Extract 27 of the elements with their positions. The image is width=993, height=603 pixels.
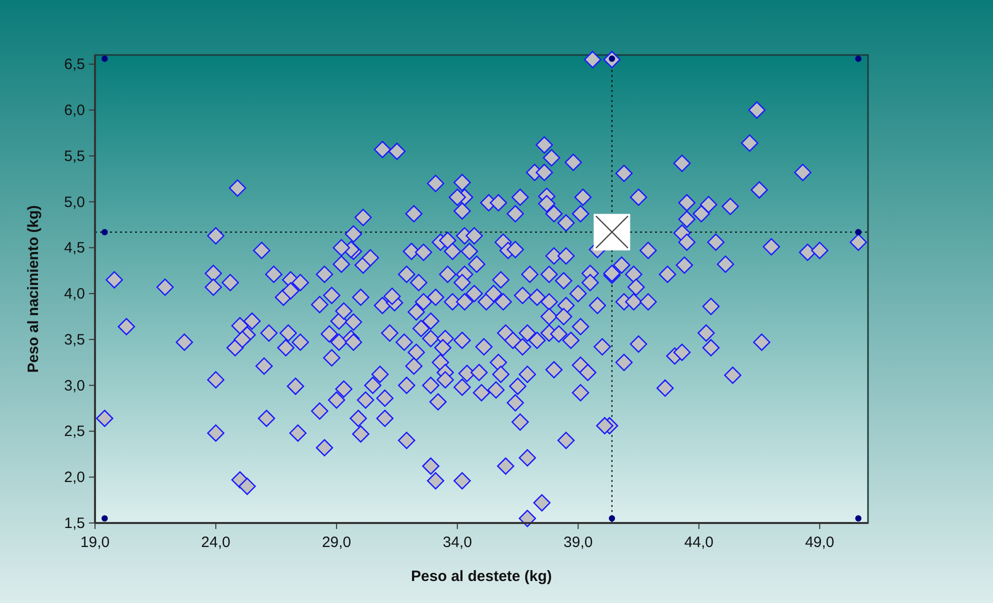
point — [102, 515, 108, 522]
y-tick-label: 4,5 — [64, 240, 85, 257]
point — [102, 228, 108, 236]
x-tick-label: 49,0 — [805, 534, 834, 551]
x-axis-title: Peso al destete (kg) — [411, 568, 552, 585]
x-tick-label: 24,0 — [201, 534, 230, 551]
y-tick-label: 2,0 — [64, 469, 85, 486]
x-tick-label: 29,0 — [322, 534, 352, 551]
x-tick-label: 44,0 — [684, 534, 714, 551]
point — [855, 515, 862, 522]
y-tick-label: 3,5 — [64, 331, 85, 348]
x-tick-label: 34,0 — [442, 534, 472, 551]
y-axis-title: Peso al nacimiento (kg) — [25, 205, 42, 373]
point — [855, 56, 862, 62]
y-tick-label: 5,0 — [64, 194, 85, 211]
point — [608, 515, 616, 522]
x-tick-label: 39,0 — [564, 534, 593, 551]
y-tick-label: 5,5 — [64, 148, 85, 165]
y-tick-label: 2,5 — [64, 423, 85, 440]
y-tick-label: 3,0 — [64, 377, 85, 394]
x-tick-label: 19,0 — [80, 534, 110, 551]
point — [855, 228, 862, 236]
y-tick-label: 6,0 — [64, 102, 85, 120]
y-tick-label: 4,0 — [64, 286, 85, 303]
point — [102, 56, 108, 62]
y-tick-label: 1,5 — [64, 515, 85, 532]
y-tick-label: 6,5 — [64, 56, 85, 74]
